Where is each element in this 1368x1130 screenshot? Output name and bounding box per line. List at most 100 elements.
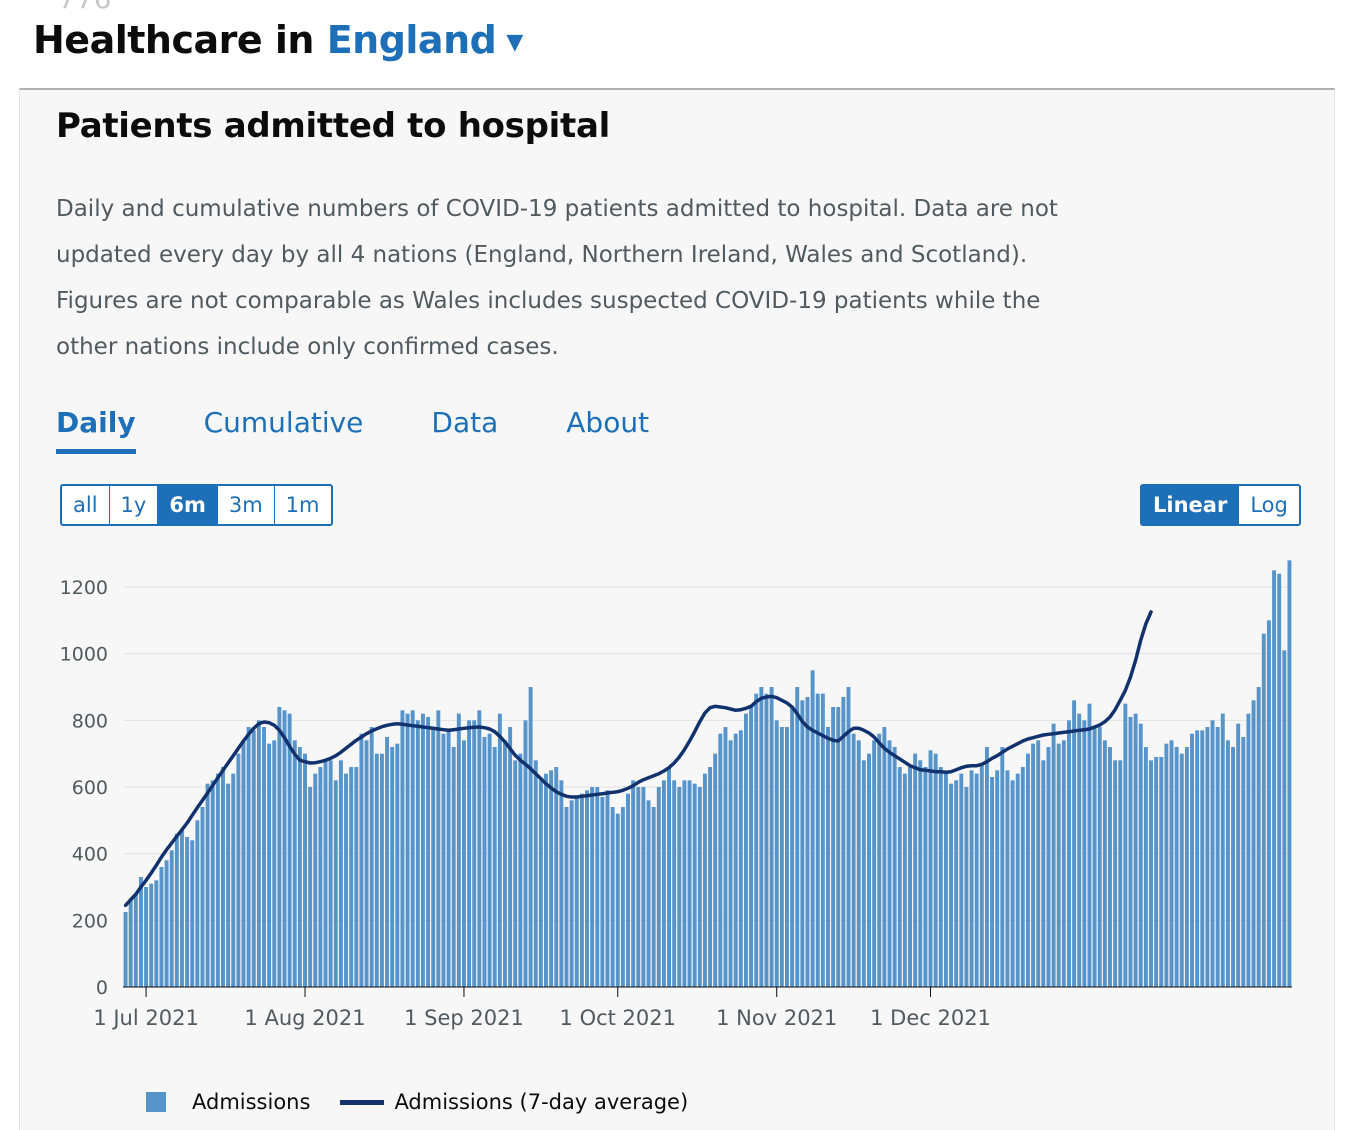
admissions-bar bbox=[764, 693, 769, 987]
admissions-bar bbox=[1067, 720, 1071, 987]
admissions-bar bbox=[1241, 737, 1246, 987]
admissions-bar bbox=[451, 747, 456, 987]
admissions-bar bbox=[574, 797, 579, 987]
admissions-bar bbox=[420, 713, 425, 987]
admissions-bar bbox=[195, 820, 200, 987]
card-title: Patients admitted to hospital bbox=[56, 106, 610, 146]
admissions-bar bbox=[1087, 703, 1092, 987]
range-6m-button[interactable]: 6m bbox=[158, 486, 218, 524]
admissions-bar bbox=[918, 760, 923, 987]
admissions-bar bbox=[595, 787, 600, 987]
admissions-bar bbox=[1010, 780, 1015, 987]
tab-cumulative[interactable]: Cumulative bbox=[203, 406, 364, 439]
admissions-bar bbox=[549, 770, 554, 987]
scale-linear-button[interactable]: Linear bbox=[1142, 486, 1240, 524]
admissions-bar bbox=[123, 912, 128, 987]
admissions-bar bbox=[1277, 573, 1282, 987]
admissions-bar bbox=[282, 710, 287, 987]
admissions-bar bbox=[308, 787, 313, 987]
admissions-bar bbox=[902, 773, 907, 987]
admissions-bar bbox=[708, 767, 713, 987]
admissions-bar bbox=[754, 693, 759, 987]
y-tick-label: 0 bbox=[96, 977, 108, 999]
admissions-bar bbox=[374, 753, 379, 987]
admissions-bar bbox=[646, 800, 651, 987]
admissions-bar bbox=[1195, 730, 1200, 987]
admissions-bar bbox=[226, 783, 231, 987]
admissions-bar bbox=[856, 740, 861, 987]
tab-data[interactable]: Data bbox=[431, 406, 499, 439]
card-description: Daily and cumulative numbers of COVID-19… bbox=[56, 196, 1058, 360]
admissions-bar bbox=[1108, 747, 1112, 987]
admissions-bar bbox=[1061, 740, 1066, 987]
admissions-bar bbox=[333, 780, 338, 987]
admissions-bar bbox=[949, 783, 954, 987]
admissions-bar bbox=[610, 807, 615, 987]
admissions-bar bbox=[528, 687, 533, 987]
admissions-bar bbox=[200, 807, 205, 987]
admissions-bar bbox=[728, 740, 733, 987]
admissions-bar bbox=[620, 807, 625, 987]
legend-line-swatch bbox=[340, 1099, 385, 1105]
admissions-bar bbox=[221, 767, 225, 987]
admissions-bar bbox=[369, 727, 374, 987]
admissions-bar bbox=[1164, 743, 1169, 987]
admissions-bar bbox=[626, 793, 630, 987]
admissions-bar bbox=[738, 730, 743, 987]
area-selector[interactable]: England bbox=[326, 18, 497, 62]
admissions-bar bbox=[1113, 760, 1118, 987]
admissions-bar bbox=[436, 710, 441, 987]
range-1y-button[interactable]: 1y bbox=[110, 486, 159, 524]
admissions-bar bbox=[831, 707, 836, 987]
admissions-bar bbox=[1005, 770, 1010, 987]
admissions-bar bbox=[1123, 703, 1128, 987]
admissions-bar bbox=[272, 740, 277, 987]
admissions-bar bbox=[426, 717, 431, 987]
admissions-bar bbox=[1092, 727, 1097, 987]
admissions-bar bbox=[497, 713, 502, 987]
admissions-bar bbox=[415, 720, 420, 987]
range-3m-button[interactable]: 3m bbox=[218, 486, 275, 524]
admissions-bar bbox=[1046, 747, 1051, 987]
admissions-bar bbox=[1020, 767, 1025, 987]
admissions-bar bbox=[241, 740, 246, 987]
admissions-bar bbox=[231, 773, 236, 987]
admissions-bar bbox=[431, 727, 436, 987]
x-tick-label: 1 Sep 2021 bbox=[404, 1006, 524, 1030]
range-all-button[interactable]: all bbox=[62, 486, 110, 524]
admissions-bar bbox=[882, 727, 887, 987]
admissions-bar bbox=[718, 733, 723, 987]
admissions-bar bbox=[472, 720, 477, 987]
admissions-bar bbox=[590, 787, 595, 987]
admissions-bar bbox=[128, 900, 133, 987]
admissions-bar bbox=[328, 760, 333, 987]
admissions-bar bbox=[800, 700, 805, 987]
tab-about[interactable]: About bbox=[566, 406, 650, 439]
admissions-bar bbox=[292, 740, 297, 987]
range-1m-button[interactable]: 1m bbox=[285, 493, 320, 517]
tab-daily[interactable]: Daily bbox=[56, 406, 136, 454]
admissions-bar bbox=[1154, 757, 1159, 987]
admissions-bar bbox=[359, 733, 364, 987]
admissions-bar bbox=[1031, 743, 1036, 987]
admissions-bar bbox=[579, 793, 584, 987]
admissions-bar bbox=[538, 780, 543, 987]
y-tick-label: 1200 bbox=[60, 577, 108, 599]
legend-average: Admissions (7-day average) bbox=[394, 1090, 689, 1114]
admissions-bar bbox=[144, 887, 149, 987]
admissions-bar bbox=[1282, 650, 1287, 987]
chevron-down-icon[interactable]: ▼ bbox=[506, 30, 523, 55]
scale-log-button[interactable]: Log bbox=[1250, 493, 1288, 517]
admissions-bar bbox=[697, 787, 702, 987]
admissions-bar bbox=[667, 767, 672, 987]
admissions-bar bbox=[461, 740, 466, 987]
admissions-bar bbox=[1205, 727, 1210, 987]
admissions-bar bbox=[390, 747, 395, 987]
admissions-bar bbox=[267, 743, 272, 987]
admissions-bar bbox=[133, 893, 138, 987]
admissions-bar bbox=[867, 753, 871, 987]
admissions-bar bbox=[508, 727, 513, 987]
admissions-bar bbox=[544, 773, 548, 987]
chart-legend: Admissions Admissions (7-day average) bbox=[146, 1090, 688, 1114]
admissions-bar bbox=[313, 773, 318, 987]
